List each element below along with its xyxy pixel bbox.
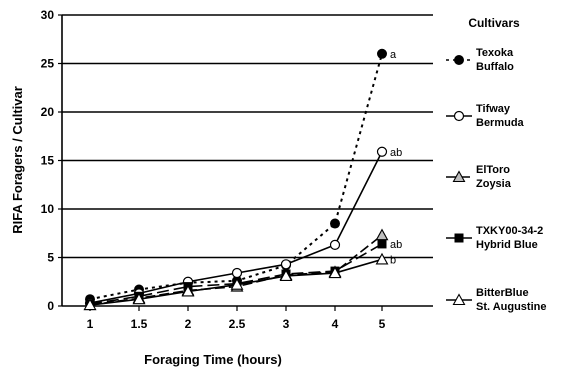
legend-label: St. Augustine <box>476 301 546 313</box>
marker-open-triangle <box>328 266 342 279</box>
series-line <box>89 53 383 301</box>
legend-item: Texoka Buffalo <box>446 47 514 73</box>
y-tick-label: 25 <box>41 57 55 71</box>
x-tick-label: 2.5 <box>229 317 246 331</box>
axes <box>58 14 433 311</box>
y-tick-label: 30 <box>41 8 55 22</box>
marker-gray-triangle <box>375 228 389 241</box>
y-tick-label: 20 <box>41 105 55 119</box>
marker-open-triangle <box>279 269 293 281</box>
significance-label: a <box>390 49 397 61</box>
gridlines <box>62 14 433 259</box>
x-axis-title: Foraging Time (hours) <box>144 352 282 367</box>
series-bitterblue-st-augustine <box>83 252 389 311</box>
significance-label: b <box>390 254 396 266</box>
marker-filled-circle <box>454 55 464 65</box>
tick-labels: 0 5 10 15 20 25 30 1 1.5 2 2.5 3 4 5 <box>41 8 386 331</box>
legend-title: Cultivars <box>468 16 520 30</box>
marker-gray-triangle <box>452 170 466 183</box>
series-layer <box>83 48 389 311</box>
legend-item: Tifway Bermuda <box>446 103 525 129</box>
marker-open-circle <box>329 239 341 250</box>
legend-label: Zoysia <box>476 178 512 190</box>
legend-item: ElToro Zoysia <box>446 164 512 190</box>
legend-label: Buffalo <box>476 61 514 73</box>
significance-label: ab <box>390 147 402 159</box>
legend-item: TXKY00-34-2 Hybrid Blue <box>446 225 543 251</box>
y-tick-label: 0 <box>47 299 54 313</box>
legend-label: TXKY00-34-2 <box>476 225 543 237</box>
x-tick-label: 2 <box>185 317 192 331</box>
marker-open-circle <box>280 259 292 270</box>
legend-label: BitterBlue <box>476 287 529 299</box>
marker-filled-circle <box>330 218 340 229</box>
marker-open-circle <box>231 267 243 279</box>
legend-label: ElToro <box>476 164 510 176</box>
marker-open-triangle <box>375 252 389 265</box>
marker-filled-circle <box>377 48 387 59</box>
x-tick-label: 5 <box>379 317 386 331</box>
marker-open-circle <box>453 110 465 122</box>
marker-open-triangle <box>83 298 97 311</box>
legend-label: Tifway <box>476 103 511 115</box>
marker-open-triangle <box>452 293 466 306</box>
marker-filled-square <box>454 233 464 243</box>
marker-open-triangle <box>181 284 195 297</box>
legend: Cultivars Texoka Buffalo Tifway Bermuda ElTo… <box>446 16 546 313</box>
x-tick-label: 1.5 <box>131 317 148 331</box>
legend-label: Hybrid Blue <box>476 239 538 251</box>
x-tick-label: 4 <box>332 317 339 331</box>
significance-label: ab <box>390 239 402 251</box>
legend-label: Bermuda <box>476 117 525 129</box>
marker-open-circle <box>376 146 388 157</box>
marker-open-triangle <box>132 292 146 305</box>
marker-open-triangle <box>230 278 244 290</box>
y-tick-label: 15 <box>41 154 55 168</box>
marker-filled-square <box>377 239 387 249</box>
legend-item: BitterBlue St. Augustine <box>446 287 546 313</box>
y-tick-label: 10 <box>41 202 55 216</box>
x-tick-label: 3 <box>283 317 290 331</box>
y-tick-label: 5 <box>47 251 54 265</box>
y-axis-title: RIFA Foragers / Cultivar <box>10 86 25 234</box>
significance-labels: a ab ab b <box>390 49 402 267</box>
x-tick-label: 1 <box>87 317 94 331</box>
series-texoka-buffalo <box>85 48 387 305</box>
legend-label: Texoka <box>476 47 514 59</box>
